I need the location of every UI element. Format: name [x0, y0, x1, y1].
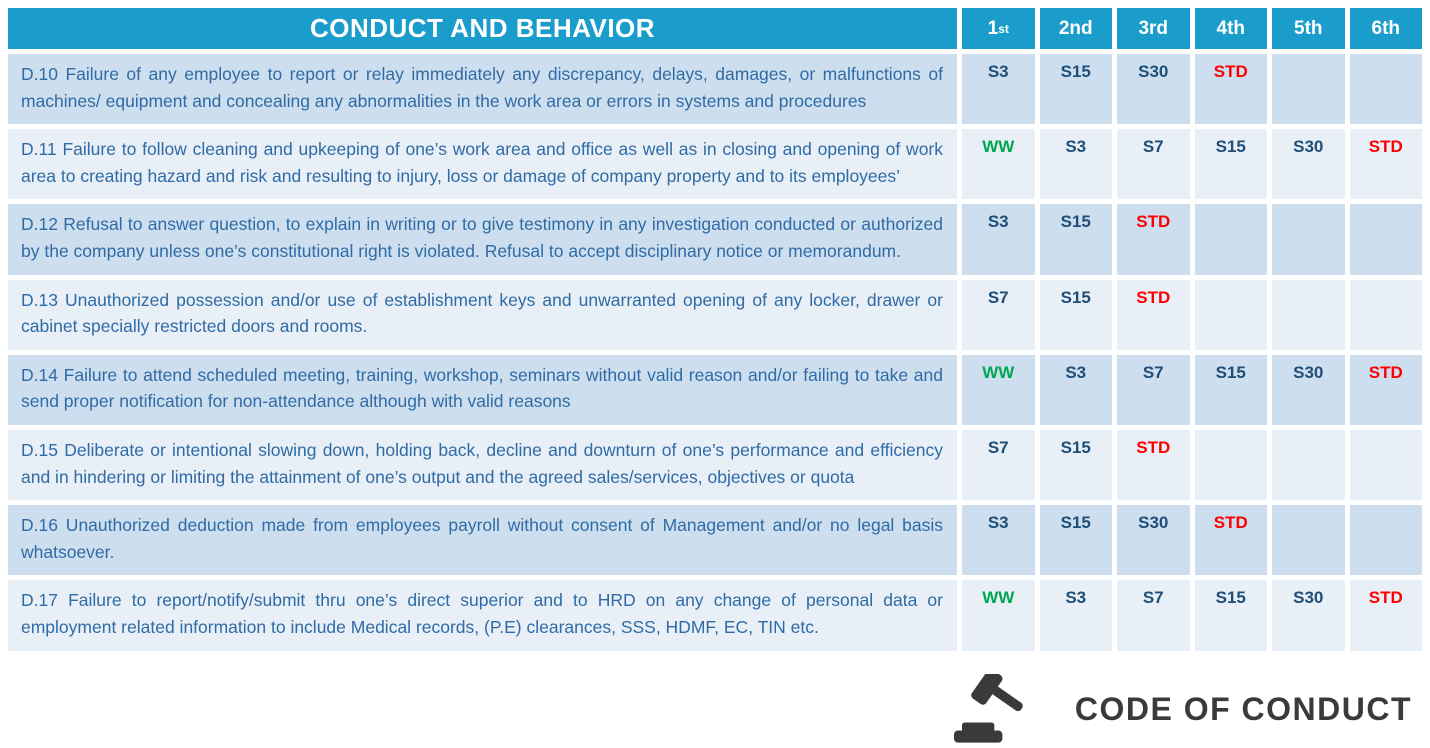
sanction-cell-D.12-5th: [1272, 204, 1345, 275]
sanction-cell-D.10-5th: [1272, 54, 1345, 125]
table-body: D.10 Failure of any employee to report o…: [8, 54, 1422, 651]
sanction-cell-D.12-6th: [1349, 204, 1422, 275]
sanction-cell-D.15-6th: [1349, 429, 1422, 501]
sanction-cell-D.12-4th: [1194, 204, 1267, 275]
code-of-conduct-logo: CODE OF CONDUCT: [947, 674, 1412, 744]
sanction-cell-D.14-2nd: S3: [1039, 354, 1112, 425]
sanction-cell-D.11-6th: STD: [1349, 129, 1422, 200]
sanction-cell-D.11-1st: WW: [962, 129, 1035, 200]
sanction-cell-D.17-4th: S15: [1194, 580, 1267, 651]
sanction-cell-D.11-4th: S15: [1194, 129, 1267, 200]
sanction-cell-D.11-2nd: S3: [1039, 129, 1112, 200]
gavel-icon: [953, 674, 1023, 743]
sanction-cell-D.13-6th: [1349, 279, 1422, 350]
sanction-cell-D.13-5th: [1272, 279, 1345, 350]
row-description: D.17 Failure to report/notify/submit thr…: [8, 580, 957, 651]
row-description: D.14 Failure to attend scheduled meeting…: [8, 354, 957, 425]
row-description: D.11 Failure to follow cleaning and upke…: [8, 129, 957, 200]
col-header-3rd: 3rd: [1117, 8, 1190, 49]
conduct-row-D.16: D.16 Unauthorized deduction made from em…: [8, 505, 1422, 576]
sanction-cell-D.15-2nd: S15: [1039, 429, 1112, 501]
sanction-cell-D.11-5th: S30: [1272, 129, 1345, 200]
sanction-cell-D.16-5th: [1272, 505, 1345, 576]
sanction-cell-D.12-1st: S3: [962, 204, 1035, 275]
row-description: D.15 Deliberate or intentional slowing d…: [8, 429, 957, 501]
logo-text: CODE OF CONDUCT: [1074, 690, 1412, 727]
sanction-cell-D.15-4th: [1194, 429, 1267, 501]
sanction-cell-D.17-6th: STD: [1349, 580, 1422, 651]
sanction-cell-D.14-5th: S30: [1272, 354, 1345, 425]
sanction-cell-D.11-3rd: S7: [1117, 129, 1190, 200]
sanction-cell-D.10-1st: S3: [962, 54, 1035, 125]
conduct-row-D.15: D.15 Deliberate or intentional slowing d…: [8, 429, 1422, 501]
sanction-cell-D.15-1st: S7: [962, 429, 1035, 501]
conduct-row-D.12: D.12 Refusal to answer question, to expl…: [8, 204, 1422, 275]
sanction-cell-D.12-2nd: S15: [1039, 204, 1112, 275]
sanction-cell-D.13-3rd: STD: [1117, 279, 1190, 350]
col-header-6th: 6th: [1349, 8, 1422, 49]
sanction-cell-D.16-2nd: S15: [1039, 505, 1112, 576]
conduct-row-D.10: D.10 Failure of any employee to report o…: [8, 54, 1422, 125]
col-header-4th: 4th: [1194, 8, 1267, 49]
col-header-5th: 5th: [1272, 8, 1345, 49]
sanction-cell-D.16-4th: STD: [1194, 505, 1267, 576]
table-title: CONDUCT AND BEHAVIOR: [8, 8, 957, 49]
sanction-cell-D.16-6th: [1349, 505, 1422, 576]
sanction-cell-D.14-6th: STD: [1349, 354, 1422, 425]
sanction-cell-D.10-4th: STD: [1194, 54, 1267, 125]
sanction-cell-D.14-3rd: S7: [1117, 354, 1190, 425]
sanction-cell-D.15-3rd: STD: [1117, 429, 1190, 501]
conduct-row-D.17: D.17 Failure to report/notify/submit thr…: [8, 580, 1422, 651]
sanction-cell-D.10-6th: [1349, 54, 1422, 125]
sanction-cell-D.13-2nd: S15: [1039, 279, 1112, 350]
row-description: D.13 Unauthorized possession and/or use …: [8, 279, 957, 350]
sanction-cell-D.13-4th: [1194, 279, 1267, 350]
row-description: D.12 Refusal to answer question, to expl…: [8, 204, 957, 275]
sanction-cell-D.16-1st: S3: [962, 505, 1035, 576]
sanction-cell-D.17-1st: WW: [962, 580, 1035, 651]
sanction-cell-D.10-2nd: S15: [1039, 54, 1112, 125]
sanction-cell-D.17-3rd: S7: [1117, 580, 1190, 651]
conduct-row-D.11: D.11 Failure to follow cleaning and upke…: [8, 129, 1422, 200]
sanction-cell-D.13-1st: S7: [962, 279, 1035, 350]
sanction-cell-D.17-5th: S30: [1272, 580, 1345, 651]
row-description: D.10 Failure of any employee to report o…: [8, 54, 957, 125]
sanction-cell-D.17-2nd: S3: [1039, 580, 1112, 651]
sanction-cell-D.14-4th: S15: [1194, 354, 1267, 425]
sanction-cell-D.10-3rd: S30: [1117, 54, 1190, 125]
col-header-2nd: 2nd: [1039, 8, 1112, 49]
conduct-row-D.13: D.13 Unauthorized possession and/or use …: [8, 279, 1422, 350]
sanction-cell-D.16-3rd: S30: [1117, 505, 1190, 576]
sanction-cell-D.15-5th: [1272, 429, 1345, 501]
sanction-cell-D.12-3rd: STD: [1117, 204, 1190, 275]
sanction-cell-D.14-1st: WW: [962, 354, 1035, 425]
conduct-row-D.14: D.14 Failure to attend scheduled meeting…: [8, 354, 1422, 425]
row-description: D.16 Unauthorized deduction made from em…: [8, 505, 957, 576]
